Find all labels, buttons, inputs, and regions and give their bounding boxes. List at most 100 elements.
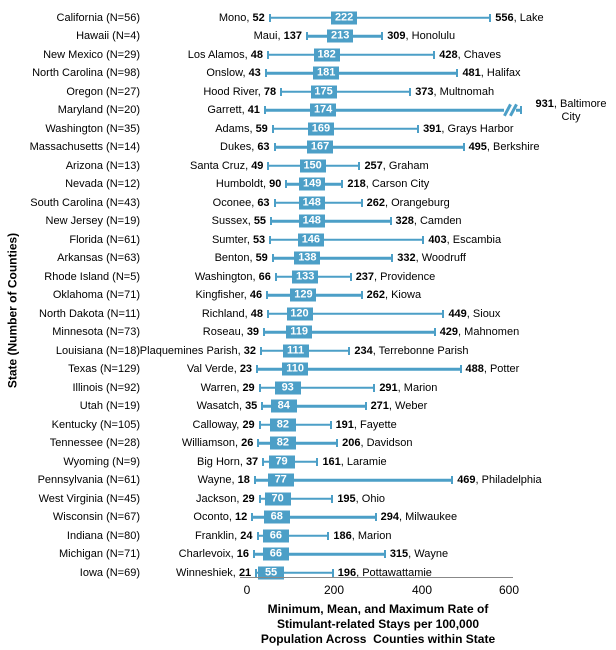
min-cap — [257, 439, 260, 448]
state-label: Hawaii (N=4) — [76, 30, 140, 43]
range-line — [268, 312, 444, 315]
chart-row: California (N=56) Mono, 52 222 556, Lake — [0, 8, 616, 27]
chart-row: Utah (N=19) Wasatch, 35 84 271, Weber — [0, 397, 616, 416]
max-cap — [316, 457, 319, 466]
chart-row: Massachusetts (N=14) Dukes, 63 167 495, Ber… — [0, 138, 616, 157]
min-cap — [253, 550, 255, 559]
min-cap — [269, 235, 272, 244]
max-cap — [442, 309, 445, 318]
state-label: Kentucky (N=105) — [51, 418, 140, 431]
max-value-label: 931, Baltimore City — [535, 97, 607, 123]
mean-value-box: 181 — [313, 66, 340, 80]
max-value-label: 481, Halifax — [462, 67, 521, 80]
range-line — [257, 534, 329, 537]
min-cap — [261, 402, 264, 411]
state-label: Iowa (N=69) — [79, 566, 140, 579]
max-cap — [456, 69, 459, 78]
min-value-label: Washington, 66 — [194, 270, 271, 283]
min-cap — [268, 13, 271, 22]
range-line — [516, 109, 521, 112]
max-cap — [349, 272, 352, 281]
min-cap — [285, 180, 288, 189]
min-cap — [258, 420, 261, 429]
mean-value-box: 148 — [298, 214, 325, 228]
max-cap — [409, 87, 412, 96]
max-value-label: 488, Potter — [465, 363, 520, 376]
max-cap — [389, 217, 392, 226]
min-cap — [267, 161, 270, 170]
max-cap — [459, 365, 462, 374]
chart-row: Florida (N=61) Sumter, 53 146 403, Escambia — [0, 230, 616, 249]
min-cap — [271, 124, 274, 133]
max-cap — [462, 143, 465, 152]
min-value-label: Wasatch, 35 — [196, 400, 258, 413]
min-value-label: Garrett, 41 — [207, 104, 260, 117]
min-cap — [264, 69, 267, 78]
max-value-label: 271, Weber — [370, 400, 428, 413]
x-tick-400: 400 — [411, 583, 433, 597]
min-cap — [274, 272, 277, 281]
min-cap — [280, 87, 283, 96]
min-cap — [258, 494, 261, 503]
range-line — [259, 386, 375, 389]
mean-value-box: 82 — [269, 418, 296, 432]
range-line — [271, 220, 391, 223]
max-value-label: 332, Woodruff — [397, 252, 466, 265]
mean-value-box: 149 — [299, 177, 326, 191]
max-value-label: 428, Chaves — [439, 48, 502, 61]
max-cap — [358, 161, 361, 170]
range-line — [262, 405, 366, 408]
x-axis-title-line-2: Stimulant-related Stays per 100,000 — [276, 617, 480, 631]
chart-row: Nevada (N=12) Humboldt, 90 149 218, Carson … — [0, 175, 616, 194]
state-label: Maryland (N=20) — [57, 104, 140, 117]
min-cap — [267, 309, 269, 318]
x-axis-title-line-1: Minimum, Mean, and Maximum Rate of — [267, 602, 489, 616]
mean-value-box: 213 — [327, 29, 354, 43]
max-value-label: 218, Carson City — [347, 178, 430, 191]
mean-value-box: 79 — [268, 455, 295, 469]
max-value-label: 328, Camden — [395, 215, 462, 228]
mean-value-box: 70 — [264, 492, 291, 506]
x-axis-title: Minimum, Mean, and Maximum Rate of Stimu… — [213, 602, 543, 647]
min-cap — [271, 254, 274, 263]
min-cap — [267, 50, 269, 59]
mean-value-box: 148 — [298, 196, 325, 210]
max-cap — [364, 402, 367, 411]
min-cap — [256, 531, 259, 540]
range-line — [281, 90, 411, 93]
chart-row: Texas (N=129) Val Verde, 23 110 488, Potter — [0, 360, 616, 379]
range-line — [265, 72, 458, 75]
state-label: North Carolina (N=98) — [32, 67, 140, 80]
max-value-label: 391, Grays Harbor — [423, 122, 514, 135]
min-value-label: Oconto, 12 — [193, 511, 248, 524]
chart-row: Tennessee (N=28) Williamson, 26 82 206, Dav… — [0, 434, 616, 453]
max-cap — [451, 476, 454, 485]
max-value-label: 257, Graham — [364, 159, 429, 172]
min-value-label: Warren, 29 — [200, 381, 255, 394]
max-cap — [327, 531, 330, 540]
min-value-label: Roseau, 39 — [202, 326, 260, 339]
chart-row: Wisconsin (N=67) Oconto, 12 68 294, Milwauk… — [0, 508, 616, 527]
range-line — [264, 109, 504, 112]
max-value-label: 191, Fayette — [335, 418, 397, 431]
max-cap — [489, 13, 492, 22]
max-value-label: 309, Honolulu — [387, 30, 456, 43]
x-axis-line — [240, 577, 513, 578]
mean-value-box: 182 — [313, 48, 340, 62]
max-value-label: 556, Lake — [495, 11, 544, 24]
mean-value-box: 175 — [310, 85, 337, 99]
chart-row: Louisiana (N=18) Plaquemines Parish, 32 11… — [0, 341, 616, 360]
min-value-label: Humboldt, 90 — [215, 178, 282, 191]
min-cap — [263, 328, 266, 337]
max-value-label: 237, Providence — [355, 270, 436, 283]
max-value-label: 195, Ohio — [337, 492, 386, 505]
range-line — [256, 571, 333, 574]
min-cap — [270, 217, 273, 226]
max-cap — [381, 32, 384, 41]
min-value-label: Jackson, 29 — [195, 492, 255, 505]
max-value-label: 373, Multnomah — [415, 85, 495, 98]
range-line — [264, 331, 435, 334]
max-cap — [341, 180, 344, 189]
min-cap — [263, 106, 266, 115]
mean-value-box: 82 — [269, 436, 296, 450]
